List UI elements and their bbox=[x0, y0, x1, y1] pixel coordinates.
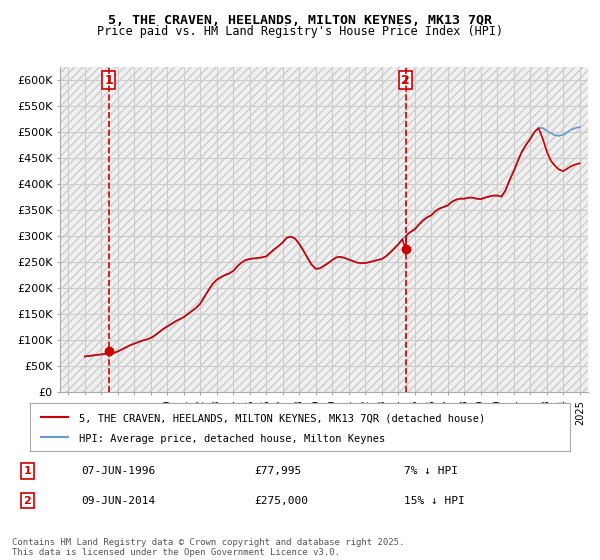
Text: 2: 2 bbox=[23, 496, 31, 506]
Text: Contains HM Land Registry data © Crown copyright and database right 2025.
This d: Contains HM Land Registry data © Crown c… bbox=[12, 538, 404, 557]
Text: Price paid vs. HM Land Registry's House Price Index (HPI): Price paid vs. HM Land Registry's House … bbox=[97, 25, 503, 38]
Text: 09-JUN-2014: 09-JUN-2014 bbox=[81, 496, 155, 506]
Text: 5, THE CRAVEN, HEELANDS, MILTON KEYNES, MK13 7QR: 5, THE CRAVEN, HEELANDS, MILTON KEYNES, … bbox=[108, 14, 492, 27]
Text: 1: 1 bbox=[104, 74, 113, 87]
Text: 5, THE CRAVEN, HEELANDS, MILTON KEYNES, MK13 7QR (detached house): 5, THE CRAVEN, HEELANDS, MILTON KEYNES, … bbox=[79, 413, 485, 423]
Text: 15% ↓ HPI: 15% ↓ HPI bbox=[404, 496, 464, 506]
Text: HPI: Average price, detached house, Milton Keynes: HPI: Average price, detached house, Milt… bbox=[79, 434, 385, 444]
Text: 2: 2 bbox=[401, 74, 410, 87]
Text: 7% ↓ HPI: 7% ↓ HPI bbox=[404, 466, 458, 476]
Text: £275,000: £275,000 bbox=[254, 496, 308, 506]
Text: 1: 1 bbox=[23, 466, 31, 476]
Text: 07-JUN-1996: 07-JUN-1996 bbox=[81, 466, 155, 476]
Text: £77,995: £77,995 bbox=[254, 466, 301, 476]
